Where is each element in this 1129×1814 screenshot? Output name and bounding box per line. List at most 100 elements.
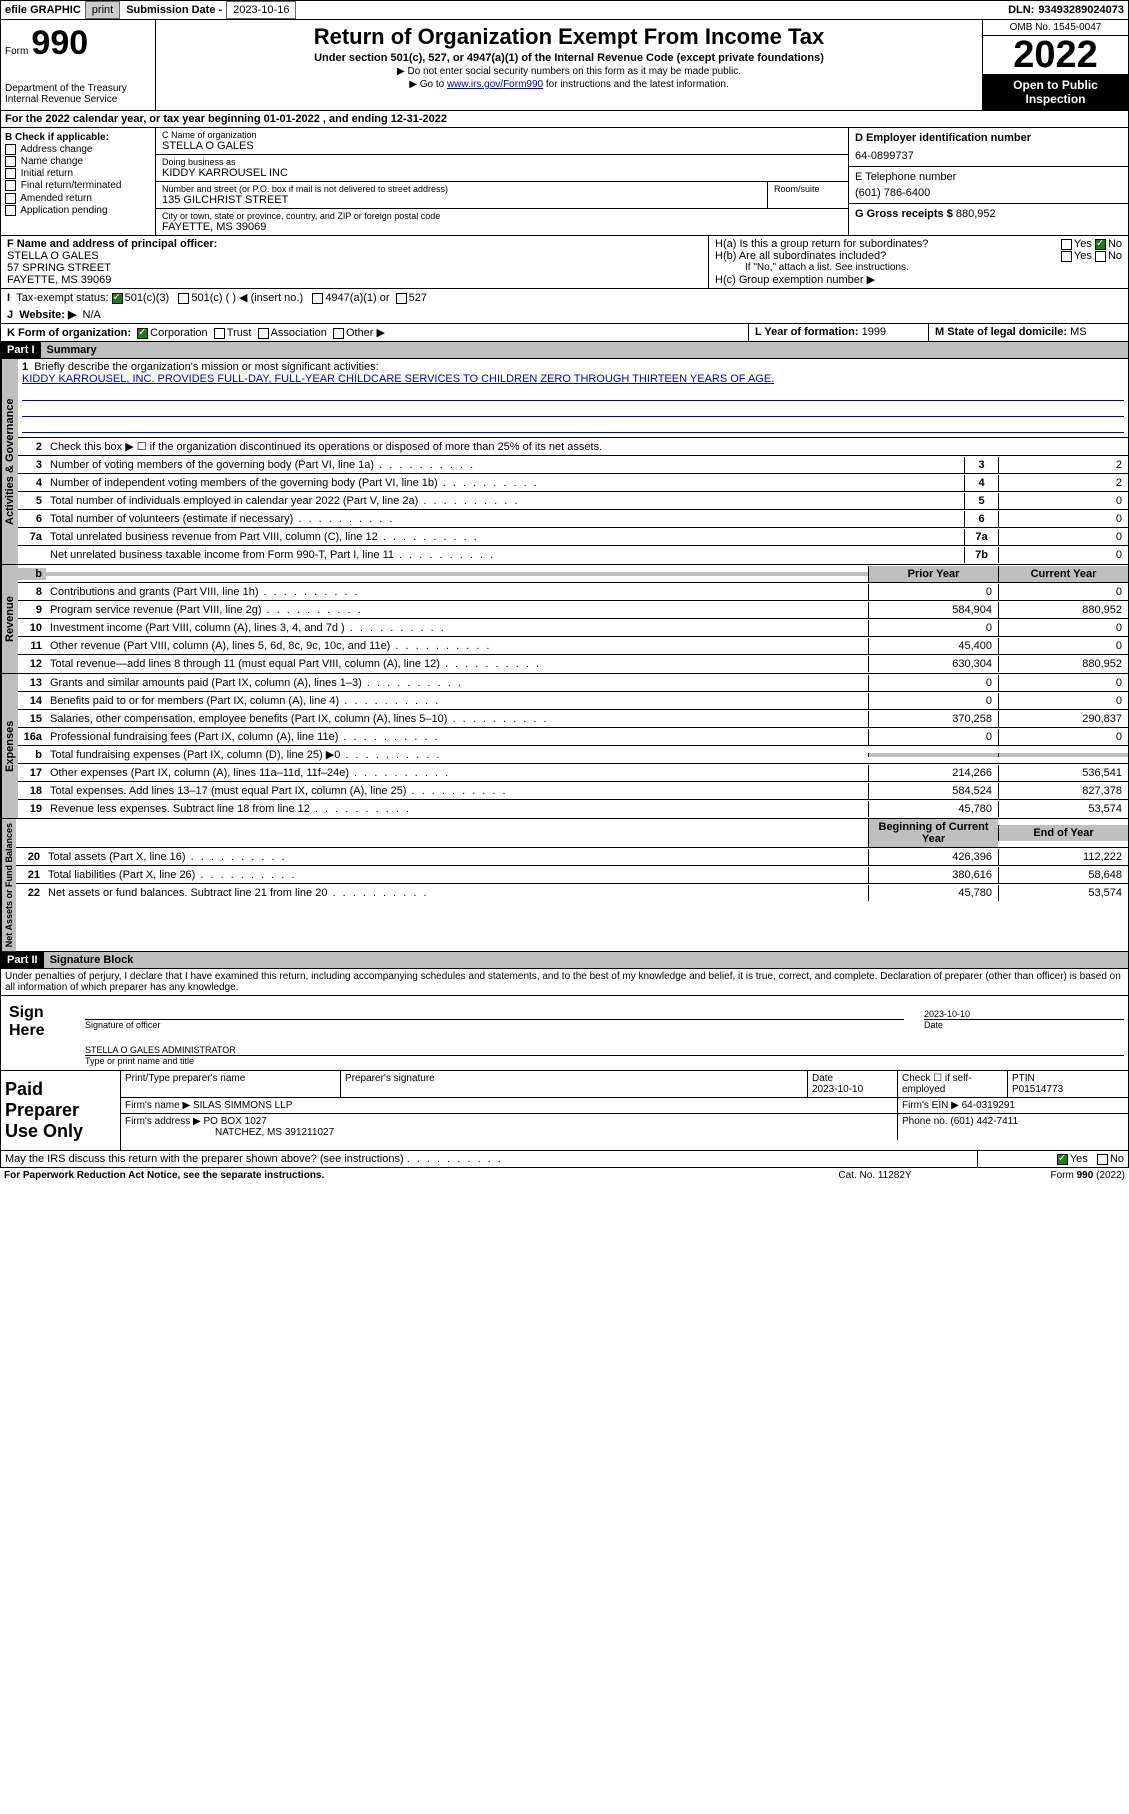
tax-year: 2022 [983, 36, 1128, 74]
summary-line: 12Total revenue—add lines 8 through 11 (… [18, 655, 1128, 673]
sig-date: 2023-10-10 [924, 1000, 1124, 1020]
tax-exempt-row: I Tax-exempt status: 501(c)(3) 501(c) ( … [7, 291, 702, 304]
ij-row: I Tax-exempt status: 501(c)(3) 501(c) ( … [0, 289, 1129, 324]
footer: For Paperwork Reduction Act Notice, see … [0, 1168, 1129, 1183]
summary-line: 22Net assets or fund balances. Subtract … [16, 884, 1128, 902]
info-block: B Check if applicable: Address change Na… [0, 128, 1129, 236]
summary-line: 20Total assets (Part X, line 16)426,3961… [16, 848, 1128, 866]
summary-line: 19Revenue less expenses. Subtract line 1… [18, 800, 1128, 818]
box-b: B Check if applicable: Address change Na… [1, 128, 156, 235]
vtab-netassets: Net Assets or Fund Balances [1, 819, 16, 951]
topbar: efile GRAPHIC print Submission Date - 20… [0, 0, 1129, 20]
part-ii-tag: Part II [1, 952, 44, 968]
sig-officer-label: Signature of officer [85, 1020, 904, 1030]
org-name: STELLA O GALES [162, 140, 842, 152]
gov-line: 3Number of voting members of the governi… [18, 456, 1128, 474]
irs-link[interactable]: www.irs.gov/Form990 [447, 79, 543, 90]
summary-line: 21Total liabilities (Part X, line 26)380… [16, 866, 1128, 884]
part-ii-title: Signature Block [44, 952, 140, 968]
footer-left: For Paperwork Reduction Act Notice, see … [4, 1170, 775, 1181]
line-a-text: For the 2022 calendar year, or tax year … [1, 111, 1128, 127]
firm-phone: Phone no. (601) 442-7411 [898, 1114, 1128, 1140]
officer-addr2: FAYETTE, MS 39069 [7, 274, 702, 286]
klm-row: K Form of organization: Corporation Trus… [0, 324, 1129, 342]
subdate-value: 2023-10-16 [226, 1, 296, 19]
summary-line: 10Investment income (Part VIII, column (… [18, 619, 1128, 637]
summary-line: 14Benefits paid to or for members (Part … [18, 692, 1128, 710]
summary-line: 16aProfessional fundraising fees (Part I… [18, 728, 1128, 746]
footer-right: Form 990 (2022) [975, 1170, 1125, 1181]
sig-name: STELLA O GALES ADMINISTRATOR [85, 1036, 1124, 1056]
prior-year-head: Prior Year [868, 566, 998, 582]
vtab-revenue: Revenue [1, 565, 18, 673]
discuss-row: May the IRS discuss this return with the… [0, 1151, 1129, 1168]
part-ii-bar: Part II Signature Block [0, 952, 1129, 969]
sign-here-label: Sign Here [1, 996, 81, 1070]
box-ha: H(a) Is this a group return for subordin… [715, 238, 1122, 250]
box-hb: H(b) Are all subordinates included? Yes … [715, 250, 1122, 262]
beg-year-head: Beginning of Current Year [868, 819, 998, 847]
sig-date-label: Date [924, 1020, 1124, 1030]
gov-line: 7aTotal unrelated business revenue from … [18, 528, 1128, 546]
subdate-label: Submission Date - [122, 2, 226, 18]
paid-h4: Check ☐ if self-employed [898, 1071, 1008, 1097]
gov-line: Net unrelated business taxable income fr… [18, 546, 1128, 564]
officer-name: STELLA O GALES [7, 250, 702, 262]
line-a: For the 2022 calendar year, or tax year … [0, 111, 1129, 128]
officer-addr1: 57 SPRING STREET [7, 262, 702, 274]
discuss-text: May the IRS discuss this return with the… [5, 1153, 404, 1165]
box-b-item[interactable]: Name change [5, 156, 151, 167]
city-label: City or town, state or province, country… [162, 211, 842, 221]
discuss-yes-checkbox[interactable] [1057, 1154, 1068, 1165]
open-public-badge: Open to Public Inspection [983, 74, 1128, 110]
box-b-item[interactable]: Initial return [5, 168, 151, 179]
line2: Check this box ▶ ☐ if the organization d… [46, 438, 1128, 455]
box-m: M State of legal domicile: MS [928, 324, 1128, 341]
sig-officer-line[interactable] [85, 1000, 904, 1020]
dba-name: KIDDY KARROUSEL INC [162, 167, 842, 179]
mission-text: KIDDY KARROUSEL, INC. PROVIDES FULL-DAY,… [22, 373, 774, 385]
website-row: J Website: ▶ N/A [7, 308, 702, 321]
box-f-label: F Name and address of principal officer: [7, 238, 702, 250]
box-h-note: If "No," attach a list. See instructions… [715, 262, 1122, 273]
summary-line: 11Other revenue (Part VIII, column (A), … [18, 637, 1128, 655]
box-hc: H(c) Group exemption number ▶ [715, 273, 1122, 286]
paid-h5: PTINP01514773 [1008, 1071, 1128, 1097]
box-b-label: B Check if applicable: [5, 132, 151, 143]
print-button[interactable]: print [85, 1, 120, 19]
box-b-item[interactable]: Amended return [5, 193, 151, 204]
street-value: 135 GILCHRIST STREET [162, 194, 761, 206]
paid-h2: Preparer's signature [341, 1071, 808, 1097]
summary-line: 15Salaries, other compensation, employee… [18, 710, 1128, 728]
part-i-bar: Part I Summary [0, 342, 1129, 359]
dln-value: 93493289024073 [1038, 4, 1128, 16]
box-b-item[interactable]: Final return/terminated [5, 180, 151, 191]
fh-row: F Name and address of principal officer:… [0, 236, 1129, 289]
summary-line: 8Contributions and grants (Part VIII, li… [18, 583, 1128, 601]
ein-label: D Employer identification number [855, 132, 1122, 144]
dba-label: Doing business as [162, 157, 842, 167]
paid-h3: Date2023-10-10 [808, 1071, 898, 1097]
form-note1: ▶ Do not enter social security numbers o… [164, 66, 974, 77]
phone-label: E Telephone number [855, 171, 1122, 183]
firm-addr: Firm's address ▶ PO BOX 1027 NATCHEZ, MS… [121, 1114, 898, 1140]
sign-block: Sign Here Signature of officer 2023-10-1… [0, 996, 1129, 1151]
paid-preparer-label: Paid Preparer Use Only [1, 1071, 121, 1150]
city-value: FAYETTE, MS 39069 [162, 221, 842, 233]
box-b-item[interactable]: Address change [5, 144, 151, 155]
box-b-item[interactable]: Application pending [5, 205, 151, 216]
box-c: C Name of organization STELLA O GALES Do… [156, 128, 848, 235]
form-number: 990 [31, 24, 88, 62]
gross-label: G Gross receipts $ [855, 208, 953, 220]
firm-ein: Firm's EIN ▶ 64-0319291 [898, 1098, 1128, 1113]
form-note2: ▶ Go to www.irs.gov/Form990 for instruct… [164, 79, 974, 90]
gross-value: 880,952 [956, 208, 996, 220]
name-label: C Name of organization [162, 130, 842, 140]
firm-name: Firm's name ▶ SILAS SIMMONS LLP [121, 1098, 898, 1113]
ein-value: 64-0899737 [855, 150, 1122, 162]
room-label: Room/suite [768, 182, 848, 208]
street-label: Number and street (or P.O. box if mail i… [162, 184, 761, 194]
dept-treasury: Department of the Treasury Internal Reve… [5, 83, 151, 105]
vtab-expenses: Expenses [1, 674, 18, 818]
discuss-no-checkbox[interactable] [1097, 1154, 1108, 1165]
